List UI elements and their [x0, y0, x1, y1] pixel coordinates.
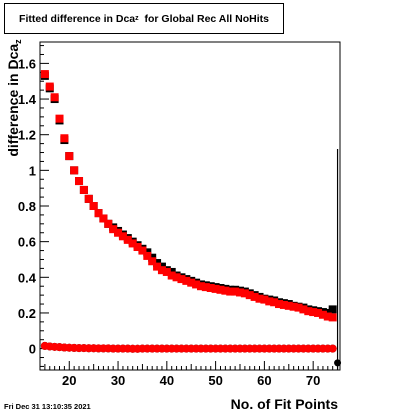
y-tick-label: 1.2	[18, 128, 36, 143]
data-point-square	[270, 298, 279, 307]
data-point-square	[211, 284, 220, 293]
data-point-square	[265, 297, 274, 306]
data-point-square	[75, 177, 84, 186]
y-tick-label: 0	[29, 342, 36, 357]
data-point-square	[192, 280, 201, 289]
data-point-square	[182, 276, 191, 285]
data-point-square	[114, 228, 123, 237]
data-point-square	[240, 289, 249, 298]
x-tick-label: 50	[208, 373, 222, 388]
data-point-square	[89, 202, 98, 210]
data-point-square	[304, 307, 313, 316]
data-point-square	[231, 287, 240, 296]
x-axis-label: No. of Fit Points	[230, 396, 338, 412]
data-point-square	[157, 266, 166, 275]
data-point-square	[60, 134, 69, 143]
data-point-square	[167, 271, 176, 280]
data-point-square	[133, 243, 142, 251]
data-point-square	[260, 295, 269, 304]
data-point-square	[79, 185, 88, 194]
data-point-square	[289, 302, 298, 311]
data-point-square	[226, 287, 235, 296]
datestamp: Fri Dec 31 13:10:35 2021	[4, 402, 91, 411]
outlier-point	[334, 359, 342, 367]
data-point-square	[45, 82, 54, 91]
data-point-square	[328, 313, 337, 322]
data-point-square	[314, 308, 323, 317]
data-point-square	[70, 166, 79, 175]
chart-title-subscript: z	[135, 15, 139, 22]
y-tick-label: 1	[29, 163, 36, 178]
data-point-square	[250, 292, 259, 301]
data-point-circle	[328, 344, 337, 353]
y-tick-label: 1.6	[18, 56, 36, 71]
data-point-square	[172, 273, 181, 282]
data-point-square	[294, 303, 303, 312]
y-tick-label: 0.2	[18, 306, 36, 321]
x-tick-label: 40	[160, 373, 174, 388]
data-point-square	[128, 239, 137, 248]
data-point-square	[221, 286, 230, 295]
chart-title-suffix: for Global Rec All NoHits	[138, 12, 269, 25]
y-tick-label: 0.8	[18, 199, 36, 214]
data-point-square	[104, 219, 113, 228]
data-point-square	[138, 246, 147, 255]
x-tick-label: 30	[111, 373, 125, 388]
data-point-square	[187, 278, 196, 287]
data-point-square	[236, 288, 244, 297]
data-point-square	[328, 305, 337, 314]
y-tick-label: 1.4	[18, 92, 37, 107]
data-point-square	[323, 312, 332, 321]
data-point-square	[40, 70, 49, 79]
data-point-square	[123, 235, 132, 244]
x-tick-label: 60	[257, 373, 271, 388]
data-point-square	[94, 209, 103, 218]
data-point-square	[206, 284, 215, 292]
plot-frame	[39, 41, 341, 371]
data-point-square	[201, 283, 210, 292]
x-tick-label: 20	[62, 373, 76, 388]
y-axis-label-text: difference in Dca	[5, 43, 21, 157]
y-axis-label: difference in Dcaz	[5, 39, 23, 156]
data-point-square	[196, 282, 205, 291]
data-point-square	[143, 251, 152, 260]
data-point-square	[99, 214, 108, 223]
data-point-square	[109, 225, 118, 234]
data-point-square	[284, 301, 293, 310]
chart-title: Fitted difference in Dca z for Global Rec…	[4, 3, 284, 34]
data-point-square	[279, 300, 288, 309]
data-point-square	[216, 285, 225, 294]
data-point-square	[148, 257, 157, 266]
data-point-square	[65, 152, 74, 161]
y-tick-label: 0.6	[18, 235, 36, 250]
data-point-square	[118, 232, 127, 241]
data-point-square	[245, 291, 254, 300]
data-point-square	[162, 267, 171, 276]
y-axis-label-subscript: z	[13, 39, 23, 44]
chart-title-prefix: Fitted difference in Dca	[19, 12, 136, 25]
data-point-square	[255, 294, 264, 303]
y-tick-label: 0.4	[18, 270, 37, 285]
data-point-square	[84, 194, 93, 203]
data-point-square	[309, 308, 318, 317]
data-point-square	[299, 305, 308, 314]
data-point-square	[50, 93, 59, 102]
data-point-square	[55, 114, 64, 123]
x-tick-label: 70	[306, 373, 320, 388]
data-point-square	[177, 275, 186, 284]
data-point-square	[275, 300, 284, 309]
data-point-square	[153, 262, 162, 271]
data-point-square	[318, 310, 327, 319]
